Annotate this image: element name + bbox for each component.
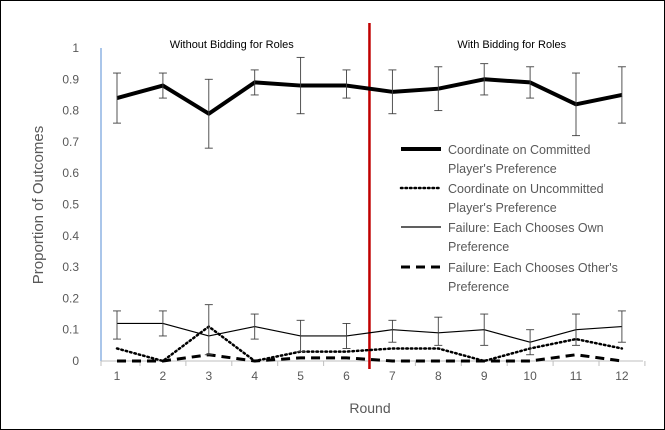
y-tick-label: 0.8 bbox=[62, 104, 79, 118]
x-tick-label: 8 bbox=[435, 369, 442, 383]
error-bar bbox=[113, 310, 121, 340]
x-tick-label: 7 bbox=[389, 369, 396, 383]
y-tick-label: 0.1 bbox=[62, 323, 79, 337]
legend-label: Preference bbox=[448, 240, 509, 254]
y-tick-label: 0.5 bbox=[62, 198, 79, 212]
legend: Coordinate on Committed Player's Preferen… bbox=[399, 143, 618, 294]
legend-label: Coordinate on Committed bbox=[448, 143, 590, 157]
y-tick-label: 0.2 bbox=[62, 291, 79, 305]
series-layer bbox=[115, 77, 624, 363]
axes: 00.10.20.30.40.50.60.70.80.911 2 3 4 5 6 7 8 9 10… bbox=[62, 41, 646, 383]
section-label: Without Bidding for Roles bbox=[170, 39, 295, 51]
error-bar bbox=[296, 56, 305, 115]
y-axis-title: Proportion of Outcomes bbox=[30, 126, 47, 284]
series-line-3 bbox=[117, 322, 622, 343]
error-bar bbox=[572, 72, 580, 137]
error-bar bbox=[113, 72, 121, 124]
y-tick-label: 0.9 bbox=[62, 72, 79, 86]
x-tick-label: 10 bbox=[523, 369, 537, 383]
x-tick-label: 3 bbox=[205, 369, 212, 383]
y-tick-label: 0.7 bbox=[62, 135, 79, 149]
section-label: With Bidding for Roles bbox=[457, 39, 566, 51]
series-line-2 bbox=[115, 325, 624, 363]
error-bar bbox=[342, 322, 351, 349]
section-labels: Without Bidding for Roles With Bidding fo… bbox=[170, 39, 567, 51]
x-tick-label: 1 bbox=[114, 369, 121, 383]
series-line-1 bbox=[116, 77, 623, 116]
error-bar bbox=[388, 69, 397, 115]
error-bar bbox=[204, 78, 213, 149]
y-tick-label: 1 bbox=[72, 41, 79, 55]
x-tick-label: 6 bbox=[343, 369, 350, 383]
series-line-4 bbox=[117, 353, 623, 363]
error-bar bbox=[480, 63, 489, 96]
x-tick-label: 5 bbox=[297, 369, 304, 383]
y-tick-label: 0.6 bbox=[62, 166, 79, 180]
legend-label: Preference bbox=[448, 280, 509, 294]
error-bar bbox=[388, 319, 397, 343]
y-tick-label: 0.4 bbox=[62, 229, 79, 243]
error-bar bbox=[572, 313, 580, 346]
errorbar-layer bbox=[113, 56, 626, 356]
x-tick-label: 2 bbox=[160, 369, 167, 383]
legend-label: Player's Preference bbox=[448, 201, 557, 215]
error-bar bbox=[480, 313, 489, 346]
x-tick-label: 11 bbox=[570, 369, 583, 383]
x-tick-label: 4 bbox=[251, 369, 258, 383]
error-bar bbox=[434, 316, 443, 346]
error-bar bbox=[158, 310, 167, 337]
legend-label: Player's Preference bbox=[448, 162, 557, 176]
y-tick-label: 0 bbox=[72, 354, 79, 368]
error-bar bbox=[526, 329, 535, 356]
error-bar bbox=[158, 72, 167, 99]
legend-label: Coordinate on Uncommitted bbox=[448, 182, 604, 196]
x-tick-label: 12 bbox=[615, 369, 629, 383]
x-axis-title: Round bbox=[349, 400, 390, 416]
error-bar bbox=[526, 66, 535, 99]
error-bar bbox=[250, 313, 259, 340]
legend-label: Failure: Each Chooses Own bbox=[448, 221, 604, 235]
x-tick-label: 9 bbox=[481, 369, 488, 383]
error-bar bbox=[250, 69, 259, 96]
error-bar bbox=[296, 319, 305, 353]
y-tick-label: 0.3 bbox=[62, 260, 79, 274]
error-bar bbox=[204, 304, 213, 356]
error-bar bbox=[617, 66, 626, 124]
error-bar bbox=[434, 66, 443, 112]
legend-label: Failure: Each Chooses Other's bbox=[448, 261, 618, 275]
error-bar bbox=[342, 69, 351, 99]
error-bar bbox=[617, 310, 626, 343]
